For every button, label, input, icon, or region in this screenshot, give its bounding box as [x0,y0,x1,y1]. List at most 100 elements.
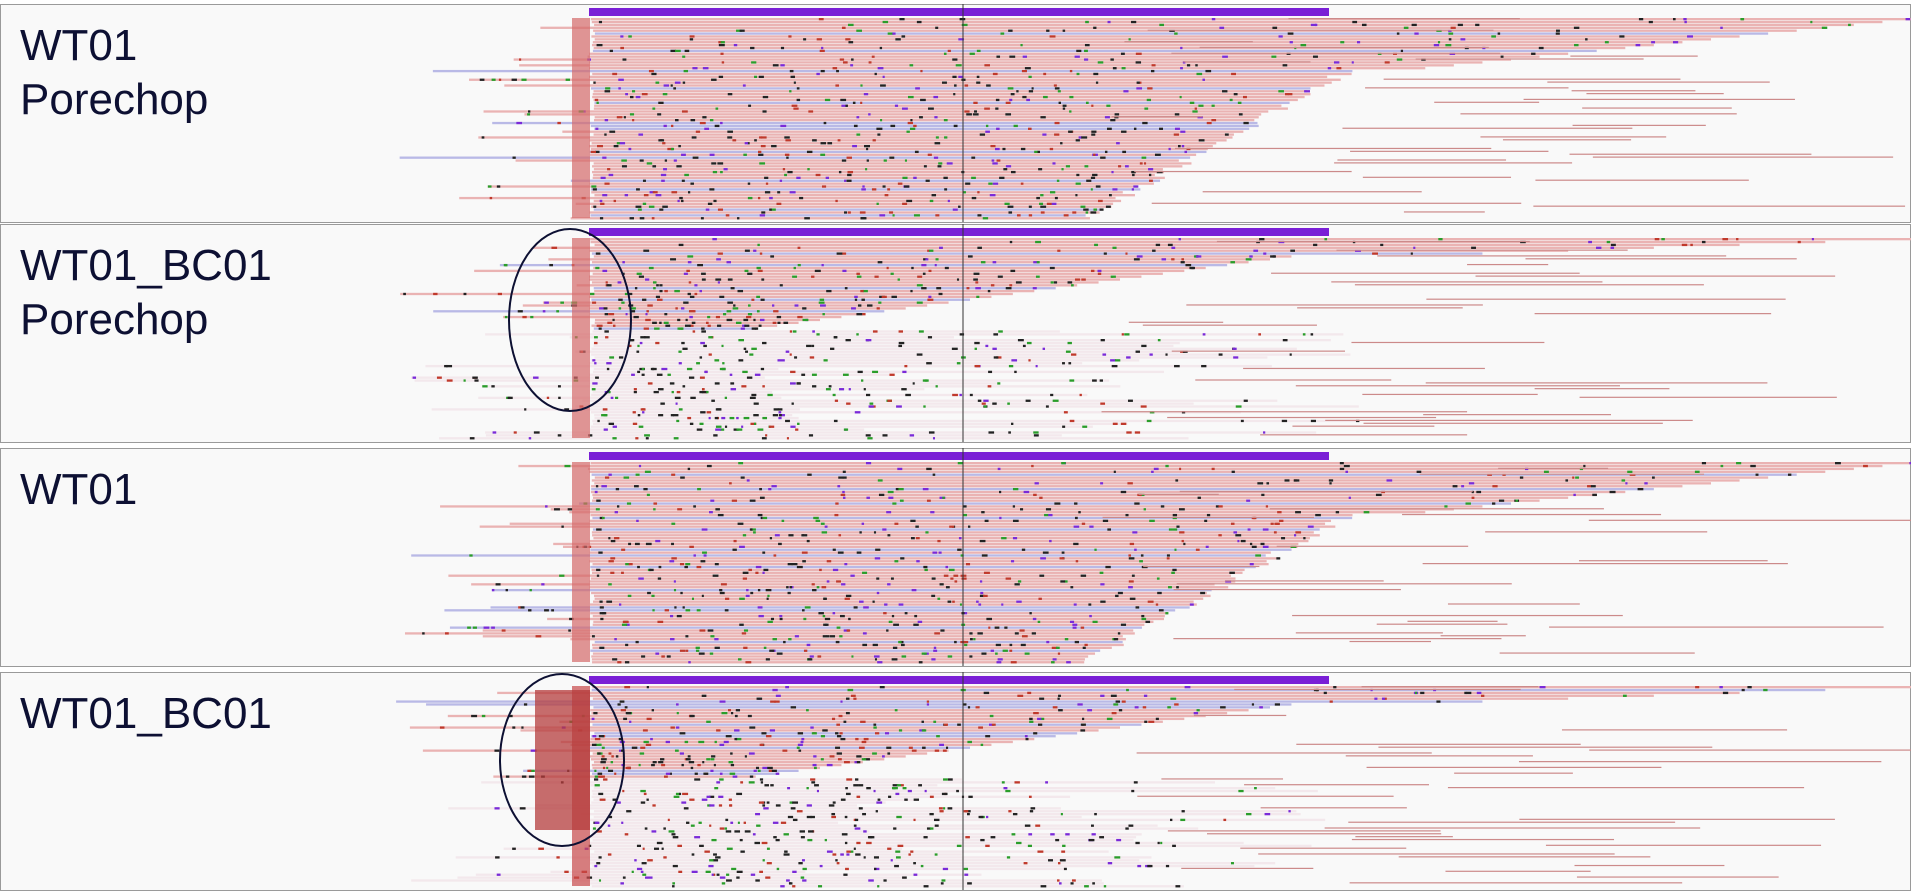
read [594,102,1289,104]
mismatch [1100,601,1105,603]
mismatch [1169,528,1173,530]
mismatch [862,813,866,815]
read-tail [1420,474,1704,475]
read [485,333,1343,335]
mismatch [1007,402,1010,404]
mismatch [669,560,674,562]
mismatch [727,301,733,303]
read [590,612,1168,614]
mismatch [1556,30,1560,32]
mismatch [1038,151,1040,153]
mismatch [608,770,613,772]
mismatch [1141,615,1144,617]
mismatch [1180,96,1182,98]
mismatch [599,879,601,881]
mismatch [904,799,907,801]
mismatch [744,417,750,419]
mismatch [1583,465,1585,467]
mismatch [1835,462,1841,464]
mismatch [1033,431,1038,433]
read-tail [1124,41,1252,42]
mismatch [664,125,667,127]
read [547,618,1164,620]
mismatch [935,27,938,29]
mismatch [767,767,773,769]
mismatch [827,764,833,766]
mismatch [791,706,796,708]
mismatch [1029,612,1031,614]
mismatch [727,848,733,850]
read [593,177,1165,179]
mismatch [727,310,732,312]
mismatch [728,278,733,280]
read [589,842,1243,844]
mismatch [882,434,887,436]
mismatch [691,767,693,769]
mismatch [813,517,819,519]
read [591,206,1111,208]
read [481,781,1215,783]
mismatch [595,128,598,130]
mismatch [713,853,717,855]
mismatch [710,500,714,502]
read [590,747,970,749]
mismatch [640,790,645,792]
read [593,50,1597,52]
mismatch [739,546,745,548]
mismatch [1108,21,1111,23]
mismatch [880,686,885,688]
read [589,695,1654,697]
mismatch [806,345,811,347]
mismatch [985,345,988,347]
mismatch [639,426,644,428]
read-tail [1325,420,1692,421]
mismatch [714,787,718,789]
mismatch [777,322,780,324]
mismatch [928,299,933,301]
mismatch [1099,836,1104,838]
mismatch [746,595,750,597]
read-tail [1549,626,1884,627]
mismatch [926,362,929,364]
mismatch [1025,652,1030,654]
mismatch [595,377,599,379]
mismatch [648,382,653,384]
mismatch [592,382,597,384]
mismatch [834,420,838,422]
read-tail [1168,830,1441,831]
mismatch [855,853,860,855]
mismatch [745,250,750,252]
mismatch [729,799,732,801]
mismatch [611,397,614,399]
mismatch [745,351,748,353]
read-tail [1586,93,1723,94]
mismatch [504,264,507,266]
mismatch [699,290,702,292]
mismatch [846,850,850,852]
mismatch [1021,182,1024,184]
mismatch [1179,468,1181,470]
mismatch [767,595,769,597]
mismatch [715,278,721,280]
mismatch [743,572,749,574]
mismatch [1143,706,1146,708]
mismatch [1185,264,1191,266]
mismatch [996,644,1001,646]
mismatch [732,500,737,502]
mismatch [599,21,602,23]
read [594,200,1121,202]
mismatch [619,603,621,605]
mismatch [1149,174,1151,176]
mismatch [658,577,661,579]
read [593,371,1164,373]
mismatch [1121,423,1127,425]
mismatch [617,116,623,118]
mismatch [614,145,619,147]
mismatch [670,615,673,617]
mismatch [1029,90,1033,92]
mismatch [1225,133,1229,135]
mismatch [700,122,706,124]
mismatch [726,735,732,737]
mismatch [1119,709,1122,711]
mismatch [673,865,678,867]
